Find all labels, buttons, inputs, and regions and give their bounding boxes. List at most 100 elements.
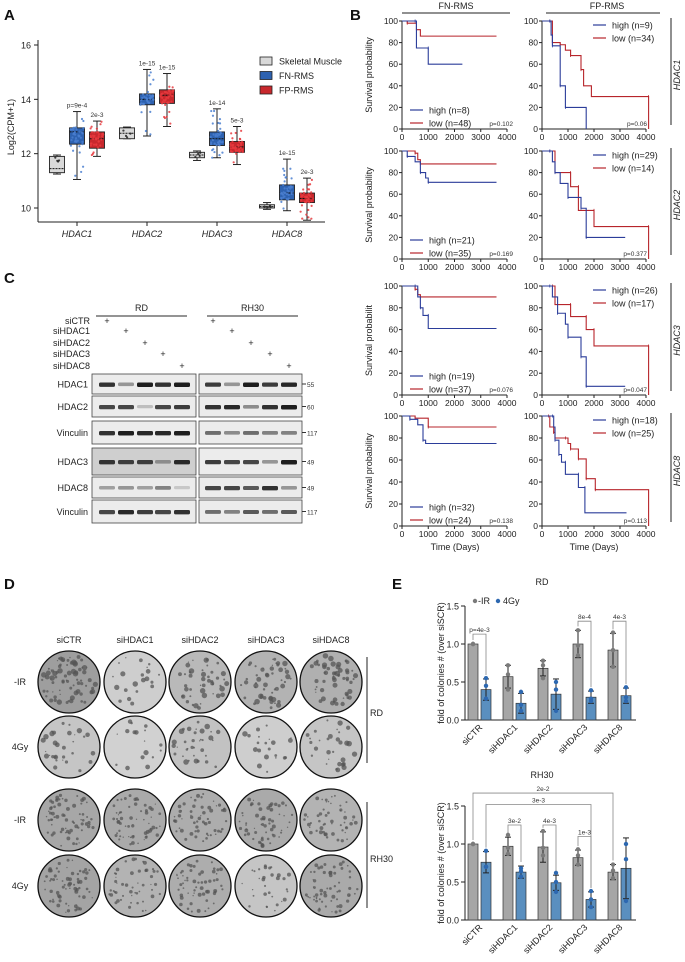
colony: [132, 681, 138, 687]
x-tick-label: 3000: [471, 529, 490, 539]
colony: [290, 813, 294, 817]
colony: [272, 834, 276, 838]
data-point: [290, 191, 293, 194]
bar-ir-sictr: [467, 843, 479, 921]
data-point: [310, 217, 313, 220]
colony: [76, 727, 83, 734]
colony: [176, 874, 178, 877]
colony: [74, 890, 77, 893]
y-axis-label: Log2(CPM+1): [6, 99, 16, 155]
p-value: p=0.076: [489, 387, 513, 394]
data-point: [151, 94, 155, 97]
colony: [257, 802, 261, 806]
data-point: [230, 132, 233, 135]
colony: [176, 746, 178, 748]
colony: [45, 670, 51, 676]
y-tick-label: 100: [524, 16, 538, 26]
data-point: [74, 174, 77, 177]
data-point: [299, 192, 302, 195]
colony: [331, 911, 333, 913]
band: [137, 431, 153, 436]
colony: [192, 894, 194, 897]
colony: [144, 676, 150, 682]
colony: [49, 675, 55, 681]
data-point: [280, 196, 283, 200]
colony: [336, 838, 340, 842]
colony: [56, 699, 63, 705]
x-tick-label: siCTR: [460, 922, 485, 947]
x-tick-label: 3000: [611, 132, 630, 142]
data-point: [217, 129, 220, 133]
colony: [201, 676, 206, 682]
colony: [349, 680, 353, 685]
colony: [47, 868, 52, 873]
y-tick-label: 20: [529, 368, 539, 378]
data-point: [171, 90, 174, 93]
replicate-point: [588, 698, 594, 704]
colony: [318, 830, 323, 835]
y-tick-label: 20: [389, 232, 399, 242]
colony: [193, 798, 197, 802]
colony: [271, 664, 274, 666]
colony: [188, 671, 192, 674]
band: [281, 486, 297, 490]
survival-curve-high: [542, 415, 627, 514]
colony: [278, 813, 281, 816]
colony: [86, 815, 89, 818]
colony: [325, 836, 329, 839]
replicate-point: [575, 653, 581, 658]
plus-sign: +: [179, 361, 184, 371]
colony: [47, 667, 50, 670]
colony: [118, 838, 121, 841]
colony: [252, 894, 255, 897]
y-tick-label: 0: [533, 390, 538, 400]
legend-label-high: high (n=8): [429, 106, 470, 116]
colony: [80, 818, 82, 821]
colony: [344, 668, 350, 673]
band: [205, 486, 221, 491]
colony: [282, 660, 288, 667]
colony: [307, 822, 311, 827]
condition-label: siHDAC1: [53, 326, 90, 336]
x-tick-label: 1000: [559, 132, 578, 142]
colony: [59, 693, 61, 696]
colony: [204, 754, 207, 757]
colony: [82, 895, 86, 899]
band: [224, 510, 240, 514]
colony: [280, 829, 283, 832]
colony: [158, 812, 162, 816]
data-point: [76, 139, 79, 142]
dish-sihdac1-3: [103, 854, 167, 918]
colony: [49, 799, 53, 803]
colony: [251, 889, 254, 891]
colony: [131, 841, 135, 845]
colony: [315, 686, 318, 688]
colony: [159, 749, 162, 752]
data-point: [199, 151, 202, 154]
colony: [201, 738, 204, 742]
colony: [199, 703, 202, 705]
y-tick-label: 10: [21, 204, 31, 214]
colony: [256, 741, 260, 745]
colony: [333, 871, 337, 875]
colony: [79, 679, 83, 682]
colony: [222, 808, 226, 811]
band: [224, 460, 240, 465]
colony: [72, 842, 76, 846]
colony: [202, 793, 205, 796]
colony: [179, 871, 183, 874]
survival-curve-high: [542, 285, 626, 387]
colony: [205, 658, 209, 662]
colony: [325, 763, 328, 765]
y-tick-label: 80: [389, 168, 399, 178]
data-point: [81, 140, 84, 144]
box: [49, 155, 65, 174]
replicate-point: [470, 641, 476, 647]
legend-label: 4Gy: [503, 596, 520, 606]
colony: [58, 798, 61, 801]
data-point: [212, 133, 215, 136]
colony: [49, 879, 52, 882]
colony: [112, 675, 114, 678]
band: [281, 405, 297, 410]
data-point: [163, 101, 166, 104]
